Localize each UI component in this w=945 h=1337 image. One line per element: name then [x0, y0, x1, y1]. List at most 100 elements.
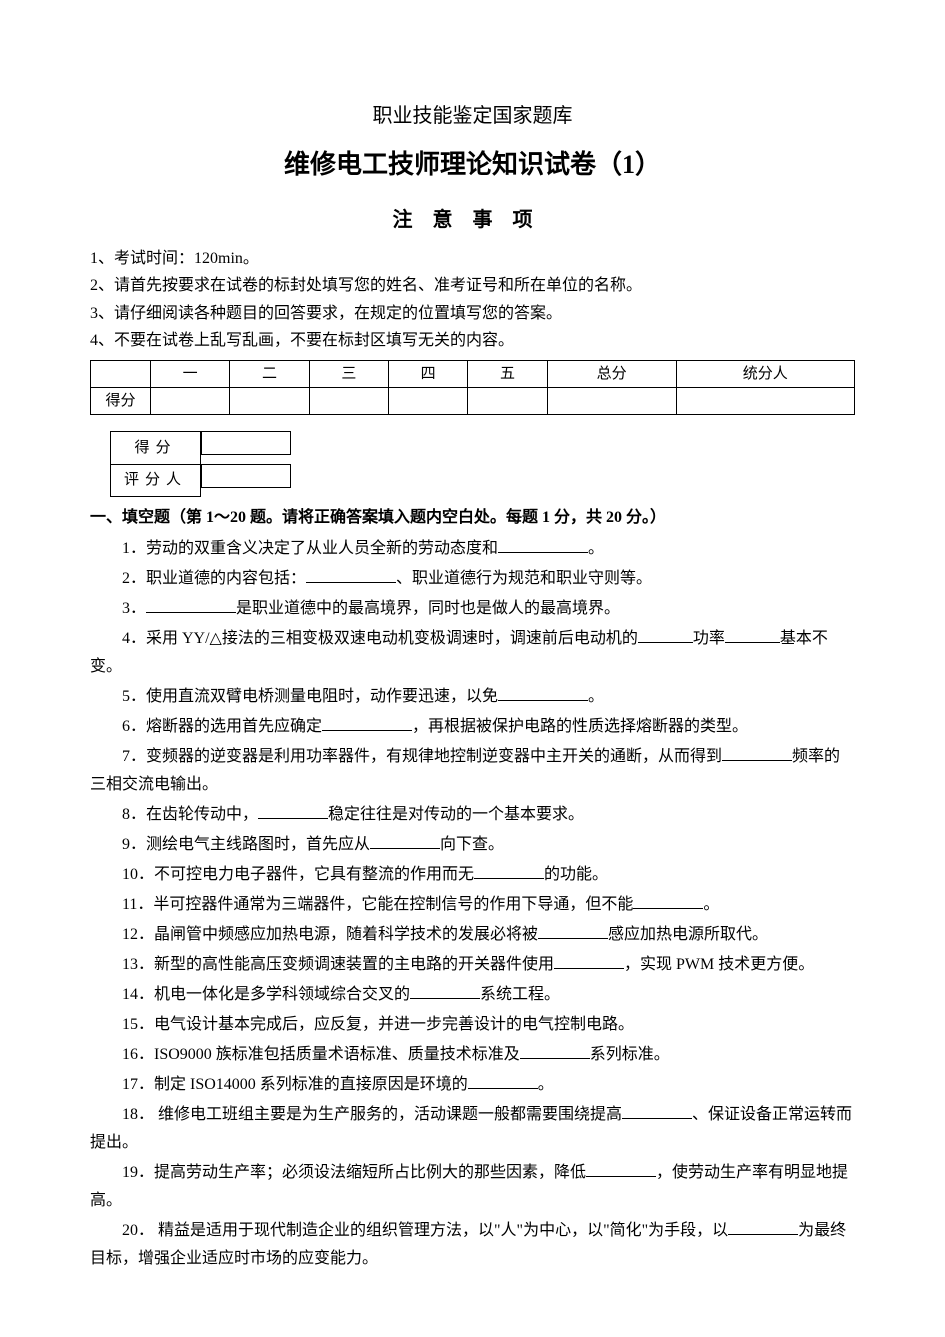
fill-blank	[322, 715, 412, 731]
q8-text-a: 8．在齿轮传动中，	[122, 806, 258, 823]
score-table: 一 二 三 四 五 总分 统分人 得分	[90, 360, 855, 415]
fill-blank	[468, 1073, 538, 1089]
score-cell	[151, 387, 230, 414]
q10-text-a: 10．不可控电力电子器件，它具有整流的作用而无	[122, 866, 474, 883]
question-11: 11．半可控器件通常为三端器件，它能在控制信号的作用下导通，但不能 。	[90, 891, 855, 919]
question-4: 4．采用 YY/△接法的三相变极双速电动机变极调速时，调速前后电动机的功率基本不…	[90, 625, 855, 681]
question-2: 2．职业道德的内容包括： 、职业道德行为规范和职业守则等。	[90, 565, 855, 593]
fill-blank	[728, 1219, 798, 1235]
question-15: 15．电气设计基本完成后，应反复，并进一步完善设计的电气控制电路。	[90, 1011, 855, 1039]
question-16: 16．ISO9000 族标准包括质量术语标准、质量技术标准及 系列标准。	[90, 1041, 855, 1069]
question-6: 6．熔断器的选用首先应确定 ，再根据被保护电路的性质选择熔断器的类型。	[90, 713, 855, 741]
score-col-total: 总分	[547, 360, 676, 387]
score-cell	[547, 387, 676, 414]
question-19: 19．提高劳动生产率；必须设法缩短所占比例大的那些因素，降低，使劳动生产率有明显…	[90, 1159, 855, 1215]
q5-text-a: 5．使用直流双臂电桥测量电阻时，动作要迅速，以免	[122, 688, 498, 705]
question-13: 13．新型的高性能高压变频调速装置的主电路的开关器件使用 ，实现 PWM 技术更方…	[90, 951, 855, 979]
mini-row-score: 得分	[111, 431, 201, 464]
notice-list: 1、考试时间：120min。 2、请首先按要求在试卷的标封处填写您的姓名、准考证…	[90, 246, 855, 354]
fill-blank	[638, 627, 693, 643]
q9-text-a: 9．测绘电气主线路图时，首先应从	[122, 836, 370, 853]
q2-text-a: 2．职业道德的内容包括：	[122, 570, 306, 587]
score-table-value-row: 得分	[91, 387, 855, 414]
fill-blank	[520, 1043, 590, 1059]
fill-blank	[474, 863, 544, 879]
notice-item-1: 1、考试时间：120min。	[90, 246, 855, 272]
q12-text-b: 感应加热电源所取代。	[608, 926, 768, 943]
fill-blank	[146, 597, 236, 613]
score-cell	[388, 387, 467, 414]
fill-blank	[258, 803, 328, 819]
question-18: 18． 维修电工班组主要是为生产服务的，活动课题一般都需要围绕提高、保证设备正常…	[90, 1101, 855, 1157]
header-title: 维修电工技师理论知识试卷（1）	[90, 144, 855, 186]
fill-blank	[554, 953, 624, 969]
q4-text-a: 4．采用 YY/△接法的三相变极双速电动机变极调速时，调速前后电动机的	[122, 630, 638, 647]
score-cell	[309, 387, 388, 414]
fill-blank	[498, 685, 588, 701]
q11-text-b: 。	[703, 896, 719, 913]
score-col-3: 三	[309, 360, 388, 387]
question-12: 12．晶闸管中频感应加热电源，随着科学技术的发展必将被 感应加热电源所取代。	[90, 921, 855, 949]
q13-text-a: 13．新型的高性能高压变频调速装置的主电路的开关器件使用	[122, 956, 554, 973]
score-col-2: 二	[230, 360, 309, 387]
q3-text-a: 3．	[122, 600, 146, 617]
q11-text-a: 11．半可控器件通常为三端器件，它能在控制信号的作用下导通，但不能	[122, 896, 633, 913]
question-1: 1．劳动的双重含义决定了从业人员全新的劳动态度和 。	[90, 535, 855, 563]
score-row-label: 得分	[91, 387, 151, 414]
mini-score-table: 得分 评分人	[110, 431, 292, 497]
fill-blank	[498, 537, 588, 553]
fill-blank	[306, 567, 396, 583]
mini-blank	[201, 464, 291, 488]
q5-text-b: 。	[588, 688, 604, 705]
q2-text-b: 、职业道德行为规范和职业守则等。	[396, 570, 652, 587]
fill-blank	[370, 833, 440, 849]
score-col-5: 五	[468, 360, 547, 387]
q8-text-b: 稳定往往是对传动的一个基本要求。	[328, 806, 584, 823]
question-7: 7．变频器的逆变器是利用功率器件，有规律地控制逆变器中主开关的通断，从而得到频率…	[90, 743, 855, 799]
q14-text-a: 14．机电一体化是多学科领域综合交叉的	[122, 986, 410, 1003]
notice-item-2: 2、请首先按要求在试卷的标封处填写您的姓名、准考证号和所在单位的名称。	[90, 273, 855, 299]
score-cell	[676, 387, 854, 414]
q14-text-b: 系统工程。	[480, 986, 560, 1003]
mini-blank	[201, 431, 291, 455]
q6-text-a: 6．熔断器的选用首先应确定	[122, 718, 322, 735]
q1-text-a: 1．劳动的双重含义决定了从业人员全新的劳动态度和	[122, 540, 498, 557]
score-table-header-row: 一 二 三 四 五 总分 统分人	[91, 360, 855, 387]
score-cell	[230, 387, 309, 414]
q10-text-b: 的功能。	[544, 866, 608, 883]
notice-item-4: 4、不要在试卷上乱写乱画，不要在标封区填写无关的内容。	[90, 328, 855, 354]
question-5: 5．使用直流双臂电桥测量电阻时，动作要迅速，以免 。	[90, 683, 855, 711]
q16-text-b: 系列标准。	[590, 1046, 670, 1063]
q3-text-b: 是职业道德中的最高境界，同时也是做人的最高境界。	[236, 600, 620, 617]
q4-text-b: 功率	[693, 630, 725, 647]
notice-item-3: 3、请仔细阅读各种题目的回答要求，在规定的位置填写您的答案。	[90, 301, 855, 327]
question-10: 10．不可控电力电子器件，它具有整流的作用而无 的功能。	[90, 861, 855, 889]
notice-heading: 注意事项	[90, 204, 855, 236]
q17-text-a: 17．制定 ISO14000 系列标准的直接原因是环境的	[122, 1076, 468, 1093]
score-col-1: 一	[151, 360, 230, 387]
question-9: 9．测绘电气主线路图时，首先应从向下查。	[90, 831, 855, 859]
section-1-heading: 一、填空题（第 1～20 题。请将正确答案填入题内空白处。每题 1 分，共 20…	[90, 505, 855, 531]
q12-text-a: 12．晶闸管中频感应加热电源，随着科学技术的发展必将被	[122, 926, 538, 943]
fill-blank	[725, 627, 780, 643]
q1-text-b: 。	[588, 540, 604, 557]
header-pretitle: 职业技能鉴定国家题库	[90, 100, 855, 132]
score-col-4: 四	[388, 360, 467, 387]
fill-blank	[633, 893, 703, 909]
q16-text-a: 16．ISO9000 族标准包括质量术语标准、质量技术标准及	[122, 1046, 520, 1063]
q18-text-a: 18． 维修电工班组主要是为生产服务的，活动课题一般都需要围绕提高	[122, 1106, 622, 1123]
q20-text-a: 20． 精益是适用于现代制造企业的组织管理方法，以"人"为中心，以"简化"为手段…	[122, 1222, 728, 1239]
score-cell	[468, 387, 547, 414]
score-col-scorer: 统分人	[676, 360, 854, 387]
mini-row-grader: 评分人	[111, 464, 201, 497]
q17-text-b: 。	[538, 1076, 554, 1093]
question-8: 8．在齿轮传动中， 稳定往往是对传动的一个基本要求。	[90, 801, 855, 829]
q7-text-a: 7．变频器的逆变器是利用功率器件，有规律地控制逆变器中主开关的通断，从而得到	[122, 748, 722, 765]
fill-blank	[622, 1103, 692, 1119]
q13-text-b: ，实现 PWM 技术更方便。	[624, 956, 814, 973]
question-17: 17．制定 ISO14000 系列标准的直接原因是环境的 。	[90, 1071, 855, 1099]
score-table-blank-cell	[91, 360, 151, 387]
q6-text-b: ，再根据被保护电路的性质选择熔断器的类型。	[412, 718, 748, 735]
fill-blank	[722, 745, 792, 761]
fill-blank	[586, 1161, 656, 1177]
